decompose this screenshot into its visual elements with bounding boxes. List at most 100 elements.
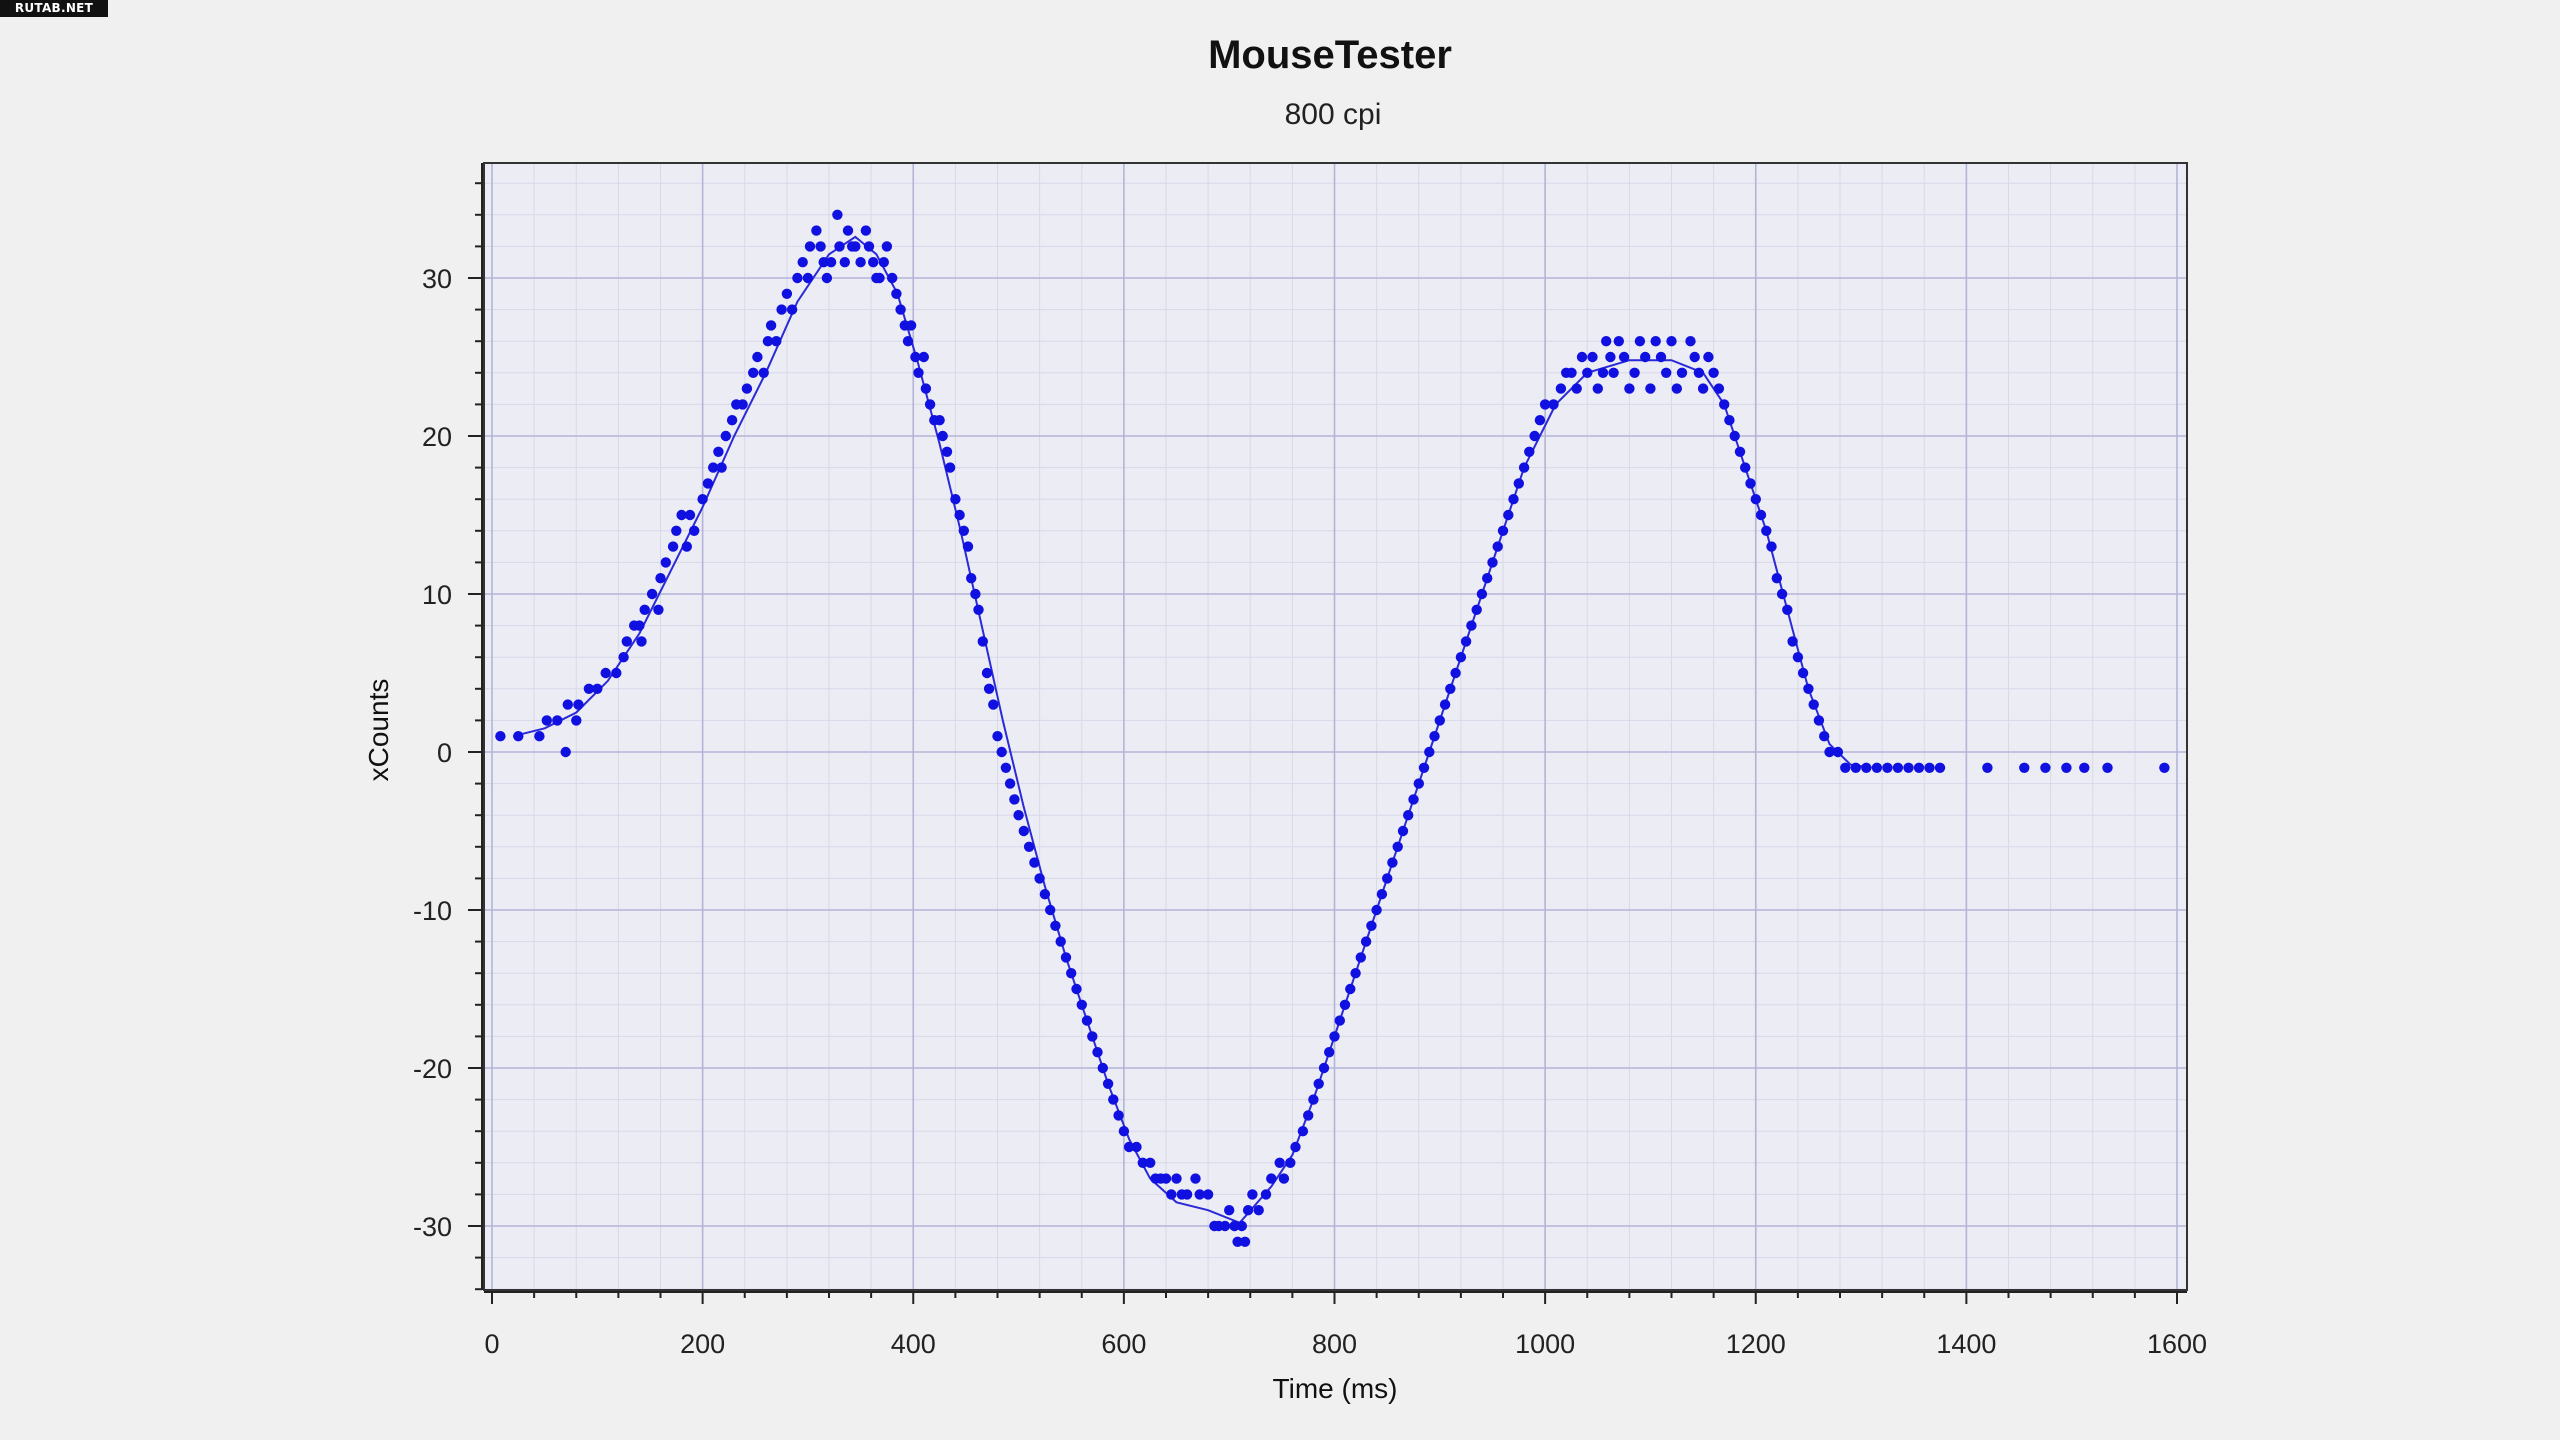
x-tick-label: 1000 [1515, 1329, 1575, 1359]
data-point [992, 731, 1003, 742]
data-point [855, 257, 866, 268]
data-point [1194, 1189, 1205, 1200]
data-point [1613, 336, 1625, 347]
y-tick-label: -10 [413, 896, 452, 926]
data-point [1009, 794, 1020, 805]
data-point [1750, 494, 1762, 505]
data-point [1697, 383, 1709, 394]
data-point [1247, 1189, 1258, 1200]
data-point [1934, 762, 1946, 773]
data-point [762, 336, 774, 347]
data-point [910, 351, 921, 363]
data-point [1719, 399, 1730, 410]
data-point [1029, 857, 1040, 868]
data-point [1202, 1189, 1214, 1200]
data-point [1366, 920, 1377, 931]
data-point [1529, 430, 1540, 442]
data-point [1534, 415, 1546, 426]
data-point [1666, 336, 1677, 347]
data-point [1071, 983, 1082, 995]
data-point [792, 272, 803, 284]
data-point [1903, 762, 1914, 773]
data-point [1587, 351, 1598, 363]
y-axis-ticks: -30 -20 -10 0 10 20 30 [413, 182, 482, 1291]
data-point [1782, 604, 1793, 615]
data-point [702, 478, 714, 489]
data-point [1460, 636, 1472, 647]
data-point [720, 430, 731, 442]
data-point [708, 462, 719, 473]
data-point [850, 241, 861, 252]
data-point [1871, 762, 1883, 773]
data-point [1018, 825, 1029, 837]
data-point [1840, 762, 1851, 773]
data-point [752, 351, 763, 363]
data-point [1671, 383, 1683, 394]
data-point [2159, 762, 2170, 773]
data-point [1050, 920, 1061, 931]
data-point [1181, 1189, 1193, 1200]
x-tick-label: 1600 [2147, 1329, 2207, 1359]
x-tick-label: 1200 [1726, 1329, 1786, 1359]
data-point [1629, 367, 1640, 378]
data-point [1371, 904, 1382, 916]
data-point [1566, 367, 1577, 378]
data-point [1418, 762, 1430, 773]
data-point [681, 541, 692, 552]
data-point [868, 257, 879, 268]
data-point [874, 272, 885, 284]
data-point [621, 636, 632, 647]
data-point [1171, 1173, 1182, 1184]
data-point [1693, 367, 1705, 378]
data-point [1266, 1173, 1277, 1184]
data-point [905, 320, 917, 331]
data-point [2061, 762, 2072, 773]
data-point [1592, 383, 1604, 394]
data-point [924, 399, 936, 410]
data-point [2102, 762, 2113, 773]
data-point [600, 667, 611, 679]
data-point [1776, 588, 1788, 600]
data-point [962, 541, 974, 552]
data-point [1766, 541, 1777, 552]
data-point [552, 715, 563, 726]
data-point [1055, 936, 1066, 947]
x-tick-label: 200 [680, 1329, 725, 1359]
data-point [1236, 1220, 1248, 1232]
data-point [913, 367, 924, 378]
data-point [1755, 509, 1767, 521]
data-point [1497, 525, 1509, 536]
data-point [1689, 351, 1700, 363]
data-point [513, 731, 524, 742]
data-point [1548, 399, 1559, 410]
data-point [1382, 873, 1393, 884]
data-point [821, 272, 833, 284]
data-point [797, 257, 808, 268]
data-point [1242, 1205, 1254, 1216]
data-point [1466, 620, 1477, 631]
data-point [1278, 1173, 1290, 1184]
data-point [1724, 415, 1735, 426]
data-point [713, 446, 724, 457]
data-point [842, 225, 854, 236]
data-point [1313, 1078, 1324, 1090]
data-point [839, 257, 850, 268]
data-point [1429, 731, 1440, 742]
x-tick-label: 400 [891, 1329, 936, 1359]
data-point [973, 604, 984, 615]
data-point [583, 683, 595, 694]
data-point [1318, 1062, 1330, 1074]
data-point [1350, 968, 1361, 979]
data-point [1605, 351, 1616, 363]
data-point [832, 209, 843, 220]
data-point [1703, 351, 1714, 363]
data-point [1376, 889, 1388, 900]
y-axis-label: xCounts [363, 679, 394, 782]
data-point [1761, 525, 1772, 536]
data-point [1066, 968, 1077, 979]
data-point [1229, 1220, 1240, 1232]
data-point [1413, 778, 1425, 789]
data-point [1076, 999, 1088, 1010]
data-point [1608, 367, 1619, 378]
data-point [902, 336, 914, 347]
